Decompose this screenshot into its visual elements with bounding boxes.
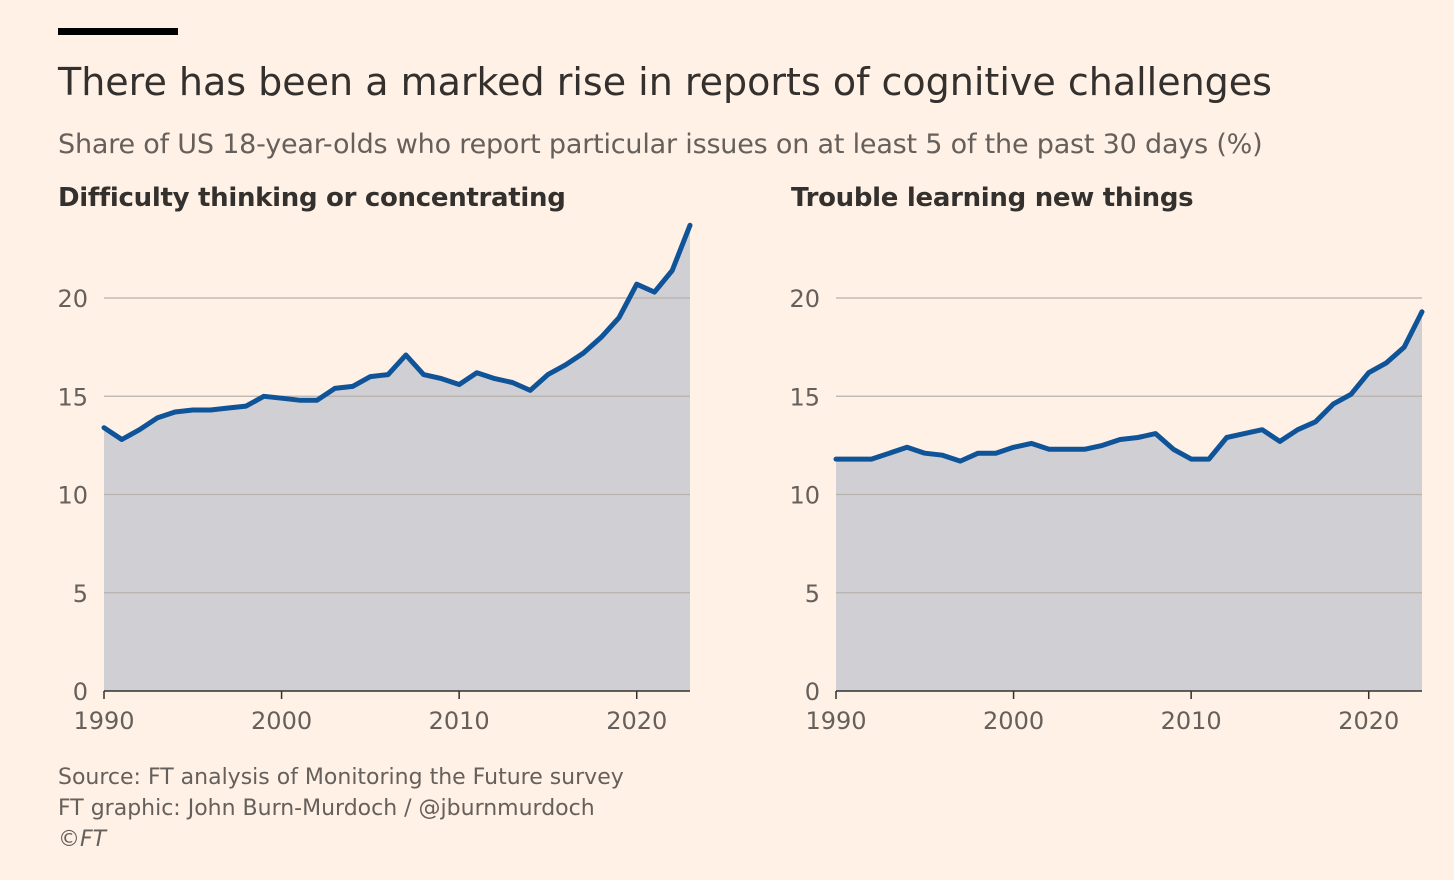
chart-subtitle: Share of US 18-year-olds who report part… (58, 129, 1263, 160)
y-tick-label-15: 15 (789, 383, 820, 411)
chart-panel-thinking: 0 5 10 15 20 1990 2000 2010 2020 (57, 222, 693, 735)
y-tick-label-0: 0 (73, 678, 88, 706)
source-note: Source: FT analysis of Monitoring the Fu… (58, 765, 624, 790)
y-tick-label-5: 5 (73, 580, 88, 608)
x-tick-label-2010: 2010 (1161, 707, 1222, 735)
y-tick-label-10: 10 (57, 482, 88, 510)
x-tick-label-2010: 2010 (429, 707, 490, 735)
y-tick-label-5: 5 (805, 580, 820, 608)
series-line-learning (833, 309, 1425, 464)
chart-panel-learning: 0 5 10 15 20 1990 2000 2010 2020 (789, 285, 1425, 735)
footer: Source: FT analysis of Monitoring the Fu… (58, 762, 624, 855)
panel-title-learning: Trouble learning new things (791, 183, 1194, 213)
x-tick-label-1990: 1990 (805, 707, 866, 735)
x-tick-label-2000: 2000 (251, 707, 312, 735)
y-tick-label-15: 15 (57, 383, 88, 411)
area-fill-thinking (104, 225, 690, 692)
y-tick-label-20: 20 (789, 285, 820, 313)
x-tick-label-1990: 1990 (73, 707, 134, 735)
x-tick-label-2020: 2020 (1338, 707, 1399, 735)
y-tick-label-20: 20 (57, 285, 88, 313)
x-tick-label-2000: 2000 (983, 707, 1044, 735)
y-tick-label-0: 0 (805, 678, 820, 706)
chart-title: There has been a marked rise in reports … (58, 60, 1272, 104)
area-fill-learning (836, 311, 1422, 691)
copyright: ©FT (58, 827, 107, 852)
ft-top-rule (58, 28, 178, 35)
graphic-credit: FT graphic: John Burn-Murdoch / @jburnmu… (58, 796, 595, 821)
series-line-thinking (101, 222, 693, 442)
y-tick-label-10: 10 (789, 482, 820, 510)
x-tick-label-2020: 2020 (606, 707, 667, 735)
panel-title-thinking: Difficulty thinking or concentrating (58, 183, 566, 213)
